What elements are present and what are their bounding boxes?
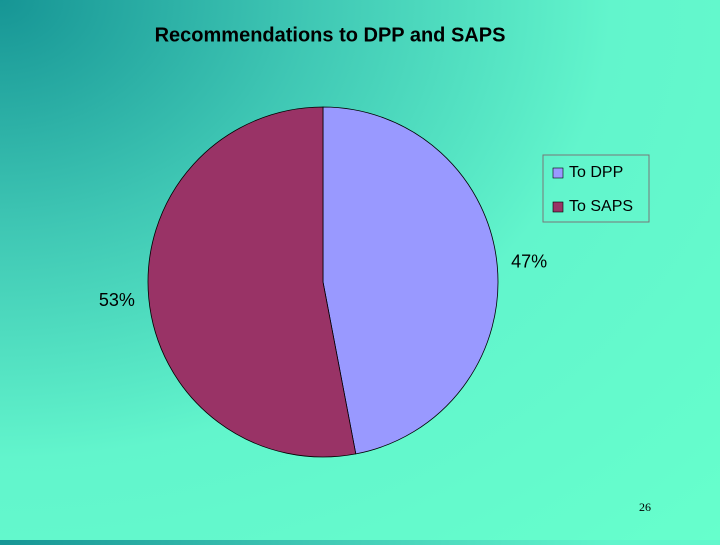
- data-label: 53%: [99, 290, 135, 310]
- chart-title: Recommendations to DPP and SAPS: [155, 24, 506, 46]
- pie-slice: [147, 106, 357, 458]
- legend-label: To SAPS: [569, 198, 633, 215]
- legend-label: To DPP: [569, 164, 623, 181]
- slide-number: 26: [639, 500, 651, 514]
- pie-slice: [322, 106, 499, 455]
- legend-swatch: [552, 167, 564, 179]
- data-label: 47%: [511, 251, 547, 271]
- legend-swatch: [552, 201, 564, 213]
- legend-box: [542, 154, 650, 223]
